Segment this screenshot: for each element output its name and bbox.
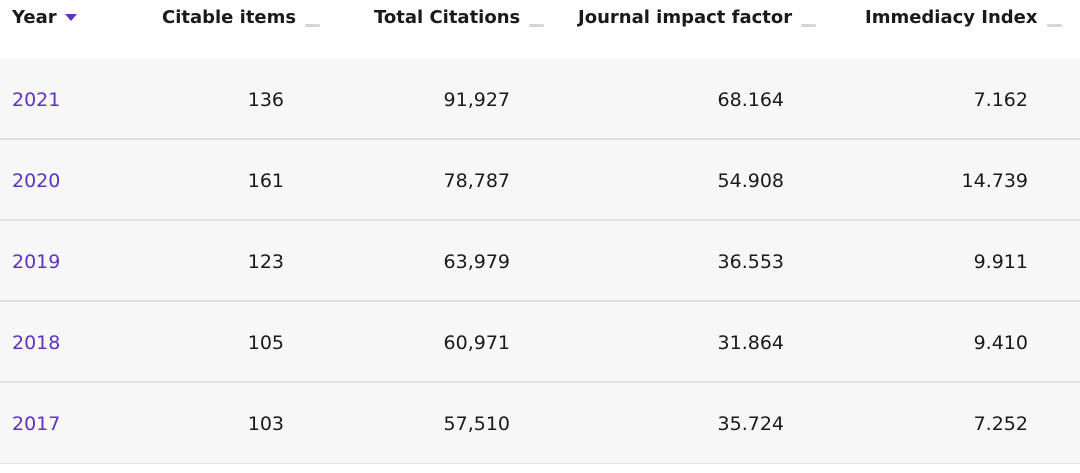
column-header-citable-items[interactable]: Citable items (162, 0, 321, 34)
total-citations-value: 91,927 (443, 88, 510, 111)
table-row: 2018 105 60,971 31.864 9.410 (0, 302, 1080, 383)
year-link[interactable]: 2017 (12, 412, 61, 435)
citable-items-value: 105 (247, 331, 284, 354)
table-row: 2017 103 57,510 35.724 7.252 (0, 383, 1080, 464)
column-header-journal-impact-factor[interactable]: Journal impact factor (578, 0, 817, 34)
immediacy-index-value: 9.410 (973, 331, 1028, 354)
table-header: Year Citable items Total Citations Journ… (0, 0, 1080, 59)
sort-inactive-icon[interactable] (801, 23, 817, 27)
column-header-year[interactable]: Year (12, 0, 77, 34)
year-link[interactable]: 2020 (12, 169, 61, 192)
citable-items-value: 123 (247, 250, 284, 273)
column-header-immediacy-index[interactable]: Immediacy Index (865, 0, 1062, 34)
journal-impact-factor-value: 54.908 (717, 169, 784, 192)
sort-inactive-icon[interactable] (1046, 23, 1062, 27)
column-header-total-citations[interactable]: Total Citations (374, 0, 545, 34)
immediacy-index-value: 9.911 (973, 250, 1028, 273)
table-row: 2021 136 91,927 68.164 7.162 (0, 59, 1080, 140)
total-citations-value: 60,971 (443, 331, 510, 354)
year-link[interactable]: 2018 (12, 331, 61, 354)
sort-descending-icon[interactable] (64, 14, 77, 21)
column-header-label: Immediacy Index (865, 6, 1038, 28)
citable-items-value: 103 (247, 412, 284, 435)
total-citations-value: 57,510 (443, 412, 510, 435)
journal-impact-factor-value: 68.164 (717, 88, 784, 111)
citable-items-value: 161 (247, 169, 284, 192)
immediacy-index-value: 14.739 (961, 169, 1028, 192)
year-link[interactable]: 2021 (12, 88, 61, 111)
sort-inactive-icon[interactable] (529, 23, 545, 27)
journal-impact-factor-value: 31.864 (717, 331, 784, 354)
journal-impact-factor-value: 36.553 (717, 250, 784, 273)
table-row: 2020 161 78,787 54.908 14.739 (0, 140, 1080, 221)
column-header-label: Citable items (162, 6, 297, 28)
total-citations-value: 78,787 (443, 169, 510, 192)
total-citations-value: 63,979 (443, 250, 510, 273)
year-link[interactable]: 2019 (12, 250, 61, 273)
sort-inactive-icon[interactable] (305, 23, 321, 27)
table-row: 2019 123 63,979 36.553 9.911 (0, 221, 1080, 302)
immediacy-index-value: 7.252 (973, 412, 1028, 435)
citable-items-value: 136 (247, 88, 284, 111)
column-header-label: Total Citations (374, 6, 521, 28)
journal-impact-factor-value: 35.724 (717, 412, 784, 435)
column-header-label: Year (12, 6, 57, 28)
column-header-label: Journal impact factor (578, 6, 793, 28)
immediacy-index-value: 7.162 (973, 88, 1028, 111)
